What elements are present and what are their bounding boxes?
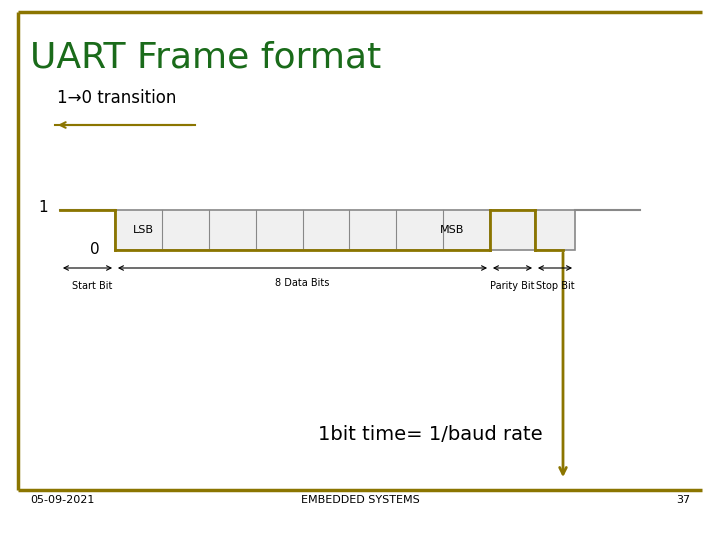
Text: 05-09-2021: 05-09-2021 [30, 495, 94, 505]
Text: Start Bit: Start Bit [72, 281, 113, 291]
Text: LSB: LSB [132, 225, 153, 235]
Text: UART Frame format: UART Frame format [30, 40, 382, 74]
Bar [535, 210, 575, 250]
Text: MSB: MSB [440, 225, 464, 235]
Text: 1→0 transition: 1→0 transition [57, 89, 176, 107]
Text: EMBEDDED SYSTEMS: EMBEDDED SYSTEMS [301, 495, 419, 505]
Bar [490, 210, 535, 250]
Bar [115, 210, 490, 250]
Text: 1bit time= 1/baud rate: 1bit time= 1/baud rate [318, 426, 542, 444]
Text: 1: 1 [38, 200, 48, 215]
Text: Parity Bit: Parity Bit [490, 281, 535, 291]
Text: 8 Data Bits: 8 Data Bits [275, 278, 330, 288]
Text: Stop Bit: Stop Bit [536, 281, 575, 291]
Text: 0: 0 [90, 242, 99, 257]
Text: 37: 37 [676, 495, 690, 505]
